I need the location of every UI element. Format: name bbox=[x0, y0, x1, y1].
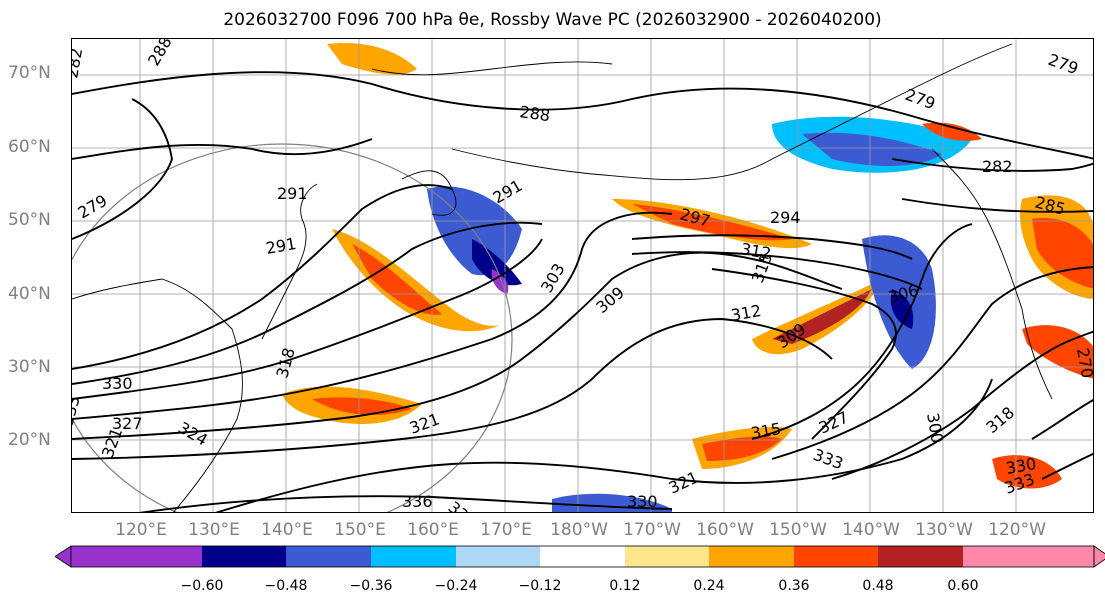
map-title: 2026032700 F096 700 hPa θe, Rossby Wave … bbox=[223, 10, 882, 30]
contour-label: 318 bbox=[273, 346, 299, 380]
lon-label: 140°W bbox=[842, 520, 900, 540]
contour-label: 324 bbox=[175, 418, 211, 450]
contour-label: 294 bbox=[770, 208, 801, 227]
anomaly-shading bbox=[282, 43, 1093, 512]
lon-label: 180°W bbox=[550, 520, 608, 540]
colorbar-high-extend bbox=[1093, 545, 1105, 568]
contour-label-group: 282 288 279 291 291 288 282 285 279 297 … bbox=[72, 39, 1094, 512]
lon-label: 130°W bbox=[915, 520, 973, 540]
colorbar-segment bbox=[456, 546, 540, 567]
contour-label: 303 bbox=[537, 260, 569, 296]
contour-label: 336 bbox=[402, 492, 433, 511]
colorbar-segment bbox=[625, 546, 709, 567]
lon-label: 160°W bbox=[696, 520, 754, 540]
lon-label: 120°W bbox=[988, 520, 1046, 540]
map-canvas: 282 288 279 291 291 288 282 285 279 297 … bbox=[72, 39, 1094, 512]
colorbar-segment bbox=[878, 546, 963, 567]
contour-label: 333 bbox=[811, 445, 846, 473]
contour-label: 321 bbox=[666, 467, 702, 497]
colorbar-segment bbox=[709, 546, 794, 567]
lat-label-20n: 20°N bbox=[8, 430, 51, 450]
colorbar bbox=[55, 545, 1105, 568]
colorbar-tick: −0.12 bbox=[518, 578, 562, 594]
lon-label: 120°E bbox=[115, 520, 167, 540]
lon-label: 130°E bbox=[188, 520, 240, 540]
lon-label: 170°E bbox=[480, 520, 532, 540]
theta-e-contours bbox=[72, 71, 1093, 512]
colorbar-tick: 0.48 bbox=[862, 578, 894, 594]
contour-label: 321 bbox=[407, 409, 442, 437]
lon-label: 160°E bbox=[407, 520, 459, 540]
contour-label: 330 bbox=[627, 492, 658, 511]
colorbar-tick: −0.36 bbox=[349, 578, 393, 594]
contour-label: 291 bbox=[264, 234, 297, 258]
colorbar-segment bbox=[794, 546, 878, 567]
lat-label-70n: 70°N bbox=[8, 63, 51, 83]
lat-label-40n: 40°N bbox=[8, 284, 51, 304]
lon-label: 170°W bbox=[623, 520, 681, 540]
contour-label: 279 bbox=[75, 191, 111, 223]
contour-label: 279 bbox=[1046, 50, 1081, 78]
lat-label-30n: 30°N bbox=[8, 357, 51, 377]
contour-label: 309 bbox=[592, 283, 628, 317]
contour-label: 288 bbox=[518, 102, 551, 125]
colorbar-tick: 0.60 bbox=[947, 578, 979, 594]
colorbar-outline bbox=[70, 545, 1095, 568]
graticule bbox=[72, 39, 1093, 512]
reference-circle bbox=[72, 143, 513, 512]
contour-label: 327 bbox=[112, 414, 143, 433]
colorbar-tick: −0.60 bbox=[180, 578, 224, 594]
contour-label: 330 bbox=[102, 374, 133, 393]
contour-label: 333 bbox=[72, 394, 84, 428]
lon-label: 140°E bbox=[261, 520, 313, 540]
contour-label: 312 bbox=[729, 301, 762, 325]
colorbar-low-extend bbox=[55, 545, 72, 568]
colorbar-segment bbox=[286, 546, 371, 567]
colorbar-tick: 0.12 bbox=[609, 578, 641, 594]
lon-label: 150°E bbox=[334, 520, 386, 540]
contour-label: 318 bbox=[982, 403, 1018, 437]
colorbar-tick: 0.24 bbox=[693, 578, 725, 594]
colorbar-segment bbox=[540, 546, 625, 567]
colorbar-tick: −0.48 bbox=[264, 578, 308, 594]
map-panel: 282 288 279 291 291 288 282 285 279 297 … bbox=[71, 38, 1094, 513]
coastlines bbox=[72, 43, 1053, 512]
contour-label: 279 bbox=[903, 85, 938, 113]
contour-label: 327 bbox=[816, 407, 852, 437]
contour-label: 282 bbox=[982, 157, 1013, 176]
lon-label: 150°W bbox=[769, 520, 827, 540]
contour-label: 270 bbox=[1073, 346, 1094, 379]
colorbar-segment bbox=[202, 546, 286, 567]
colorbar-segment bbox=[371, 546, 456, 567]
contour-label: 288 bbox=[144, 39, 176, 69]
colorbar-tick: 0.36 bbox=[778, 578, 810, 594]
colorbar-tick: −0.24 bbox=[434, 578, 478, 594]
contour-label: 321 bbox=[98, 425, 126, 460]
lat-label-50n: 50°N bbox=[8, 210, 51, 230]
contour-label: 291 bbox=[277, 184, 308, 203]
lat-label-60n: 60°N bbox=[8, 137, 51, 157]
colorbar-segment bbox=[71, 546, 202, 567]
colorbar-segment bbox=[963, 546, 1094, 567]
